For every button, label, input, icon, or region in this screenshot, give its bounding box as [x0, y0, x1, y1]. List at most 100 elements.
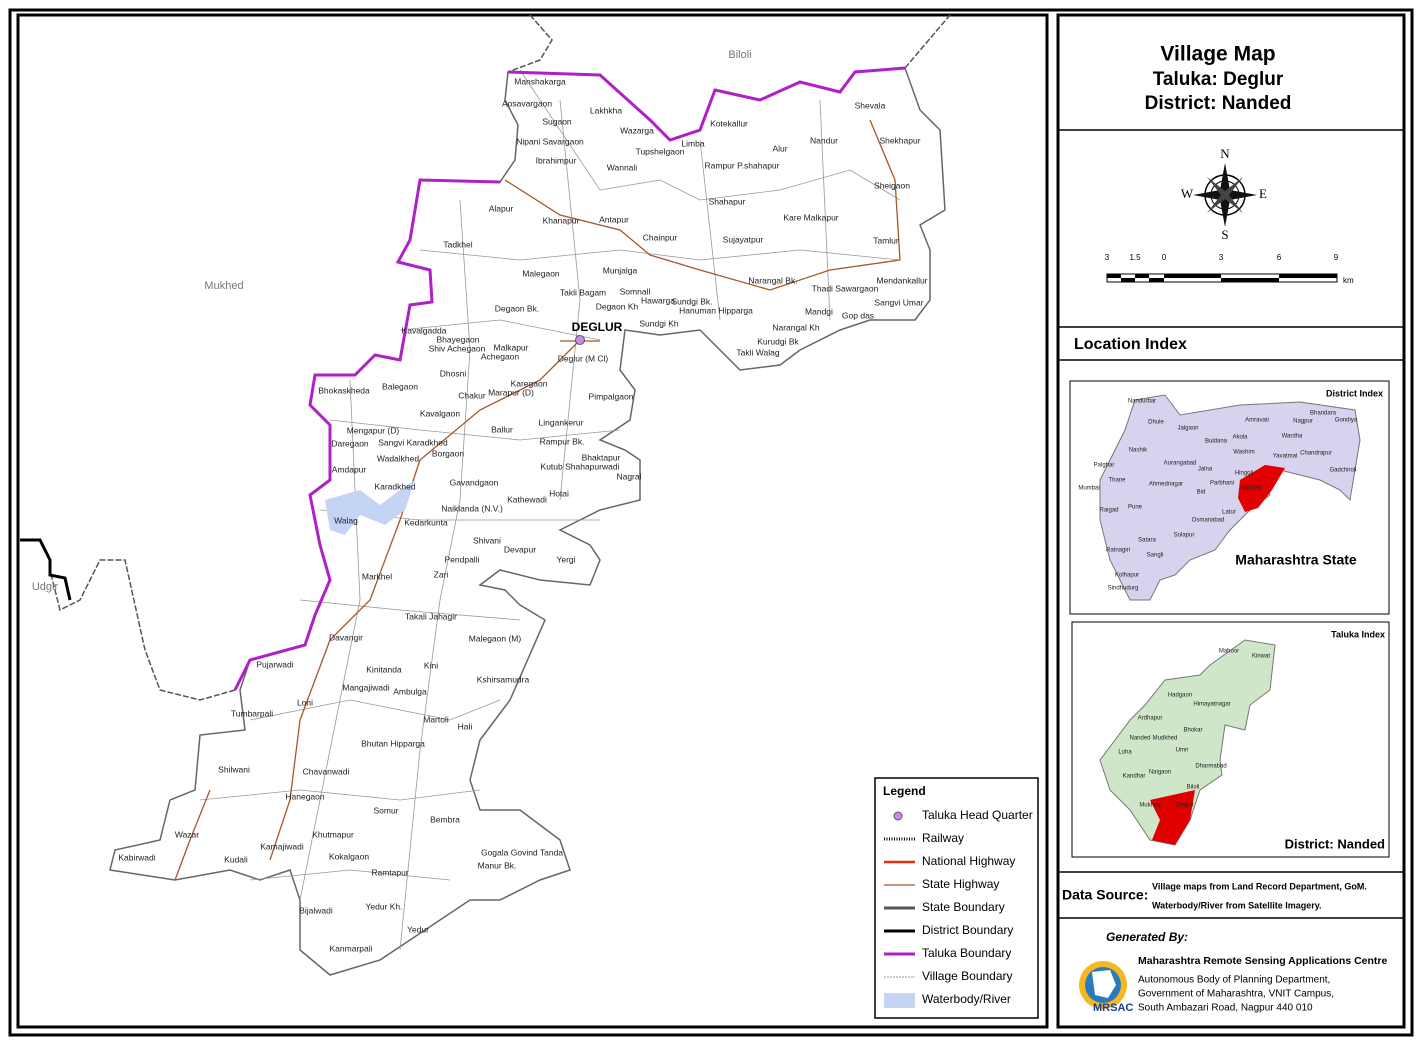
- village-label: Degaon Bk.: [495, 303, 539, 313]
- district-label: Hingoli: [1235, 471, 1253, 477]
- village-label: Kshirsamudra: [477, 674, 530, 684]
- location-index-title: Location Index: [1074, 336, 1187, 353]
- logo-text: MRSAC: [1093, 1002, 1133, 1014]
- village-label: Sujayatpur: [723, 234, 764, 244]
- village-label: Amdapur: [332, 464, 367, 474]
- village-label: Sundgi Bk.: [671, 296, 712, 306]
- compass: [1193, 163, 1257, 227]
- village-label: Takli Bagam: [560, 287, 606, 297]
- village-label: Hali: [458, 721, 473, 731]
- village-label: Deglur (M Cl): [558, 353, 609, 363]
- village-label: Lingankerur: [539, 417, 584, 427]
- village-label: Davangir: [329, 632, 363, 642]
- village-label: Balegaon: [382, 381, 418, 391]
- district-label: Ratnagiri: [1106, 548, 1130, 554]
- district-index-box: [1069, 380, 1390, 615]
- village-label: Marapur (D): [488, 387, 534, 397]
- district-label: Gadchiroli: [1329, 468, 1356, 474]
- legend-label: Taluka Boundary: [922, 946, 1011, 960]
- village-label: Karadkhed: [374, 481, 415, 491]
- village-label: Kokalgaon: [329, 851, 369, 861]
- district-label: Sangli: [1147, 553, 1164, 559]
- taluka-name: Taluka: Deglur: [1153, 69, 1284, 90]
- village-label: Bhaktapur: [582, 452, 621, 462]
- map-frame: [16, 13, 1049, 1029]
- village-label: Walag: [334, 515, 358, 525]
- village-label: Shivani: [473, 535, 501, 545]
- generated-line: Autonomous Body of Planning Department,: [1138, 975, 1330, 986]
- side-frame: [1056, 13, 1406, 1029]
- village-label: Bembra: [430, 814, 460, 824]
- village-label: Antapur: [599, 214, 629, 224]
- taluka-label: Umri: [1176, 748, 1189, 754]
- legend-label: Village Boundary: [922, 969, 1013, 983]
- generated-line: Government of Maharashtra, VNIT Campus,: [1138, 989, 1334, 1000]
- taluka-label: Loha: [1118, 750, 1132, 756]
- map-title: Village Map: [1160, 43, 1275, 66]
- village-label: Pimpalgaon: [589, 391, 634, 401]
- village-label: Kurudgi Bk: [757, 336, 799, 346]
- village-boundaries: [199, 69, 901, 951]
- district-label: Bid: [1197, 490, 1206, 496]
- data-source-line: Waterbody/River from Satellite Imagery.: [1152, 900, 1322, 910]
- village-label: Kavalgaon: [420, 408, 460, 418]
- district-label: Ahmednagar: [1149, 482, 1183, 488]
- taluka-label: Naigaon: [1149, 770, 1171, 776]
- legend-label: State Boundary: [922, 900, 1005, 914]
- taluka-label: Kinwat: [1252, 654, 1270, 660]
- taluka-label: Deglur: [1176, 803, 1194, 809]
- generated-label: Generated By:: [1106, 930, 1188, 944]
- district-label: Jalgaon: [1177, 426, 1198, 432]
- district-label: Pune: [1128, 505, 1143, 511]
- village-label: Naiklanda (N.V.): [441, 503, 503, 513]
- village-label: Gogala Govind Tanda: [481, 847, 563, 857]
- taluka-label: Dharmabad: [1195, 764, 1226, 770]
- village-label: Chainpur: [643, 232, 678, 242]
- taluka-label: Hadgaon: [1168, 693, 1192, 699]
- district-label: Mumbai: [1078, 486, 1099, 492]
- legend-box: [874, 777, 1039, 1019]
- village-label: Mangajiwadi: [342, 682, 389, 692]
- data-source-label: Data Source:: [1062, 887, 1148, 903]
- district-label: Latur: [1222, 510, 1236, 516]
- village-label: Manur Bk.: [478, 860, 517, 870]
- district-label: Raigad: [1099, 508, 1118, 514]
- legend-label: District Boundary: [922, 923, 1013, 937]
- village-label: Tupshelgaon: [636, 146, 685, 156]
- district-label: Thane: [1108, 478, 1126, 484]
- village-label: Thadi Sawargaon: [812, 283, 879, 293]
- village-label: Ibrahimpur: [536, 155, 577, 165]
- district-label: Osmanabad: [1192, 518, 1225, 524]
- village-label: Limba: [681, 138, 704, 148]
- district-label: Satara: [1138, 538, 1156, 544]
- generated-line: South Ambazari Road, Nagpur 440 010: [1138, 1003, 1313, 1014]
- district-label: Nagpur: [1293, 419, 1313, 425]
- legend-symbol: [884, 993, 915, 1008]
- taluka-label: Mudkhed: [1153, 736, 1178, 742]
- village-label: Bhutan Hipparga: [361, 738, 425, 748]
- village-label: Rampur P.shahapur: [705, 160, 780, 170]
- village-label: Kini: [424, 660, 438, 670]
- village-label: Yedur: [407, 924, 429, 934]
- district-label: Jalna: [1198, 467, 1213, 473]
- legend-label: Waterbody/River: [922, 992, 1011, 1006]
- village-label: Shekhapur: [879, 135, 920, 145]
- village-label: Malegaon (M): [469, 633, 522, 643]
- village-label: Sangvi Karadkhed: [378, 437, 448, 447]
- village-label: Ambulga: [393, 686, 427, 696]
- nanded-highlight: [1238, 465, 1285, 512]
- village-label: Kabirwadi: [118, 852, 155, 862]
- village-label: Takali Jahagir: [405, 611, 457, 621]
- district-index-caption: Maharashtra State: [1235, 552, 1357, 568]
- village-label: Degaon Kh: [596, 301, 639, 311]
- district-label: Nandurbar: [1128, 399, 1156, 405]
- neighbour-label: Biloli: [728, 49, 751, 61]
- village-label: Shiv Achegaon: [429, 343, 486, 353]
- generated-org: Maharashtra Remote Sensing Applications …: [1138, 955, 1387, 967]
- legend-label: Railway: [922, 831, 964, 845]
- taluka-label: Kandhar: [1123, 774, 1146, 780]
- village-label: Devapur: [504, 544, 536, 554]
- state-highway: [174, 119, 901, 881]
- taluka-label: Nanded: [1129, 736, 1150, 742]
- village-label: Takli Walag: [736, 347, 779, 357]
